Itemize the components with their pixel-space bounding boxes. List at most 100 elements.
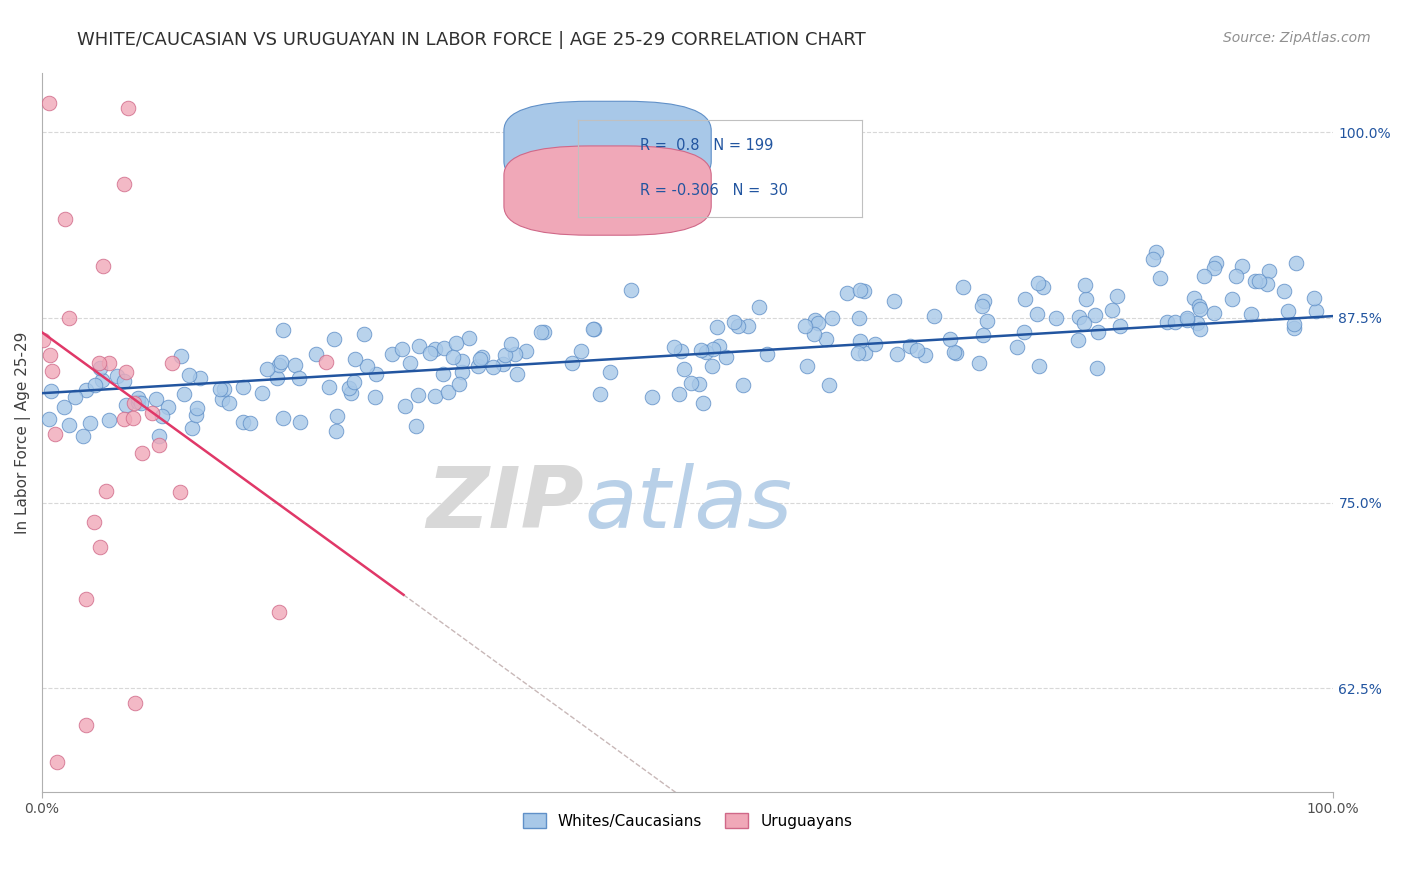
Point xyxy=(700,359,723,373)
Point xyxy=(863,337,886,351)
Point xyxy=(451,365,474,379)
Point xyxy=(835,285,858,300)
Point xyxy=(366,367,388,381)
Point xyxy=(127,391,149,405)
Point xyxy=(405,419,427,434)
Point xyxy=(52,401,75,415)
Point xyxy=(731,378,754,392)
Point xyxy=(640,390,662,404)
Point xyxy=(1066,333,1088,347)
Point xyxy=(318,380,340,394)
Point xyxy=(967,356,990,370)
Point xyxy=(270,354,292,368)
Point xyxy=(58,418,80,433)
Point xyxy=(432,367,454,381)
Point xyxy=(848,311,870,326)
Point xyxy=(1073,316,1095,330)
Point xyxy=(72,429,94,443)
Point xyxy=(1189,301,1212,316)
Point xyxy=(886,347,908,361)
Point xyxy=(89,361,111,376)
Point xyxy=(796,359,818,374)
Legend: Whites/Caucasians, Uruguayans: Whites/Caucasians, Uruguayans xyxy=(516,806,858,835)
Point xyxy=(1163,315,1185,329)
Point xyxy=(91,259,114,273)
Point xyxy=(112,177,135,191)
Point xyxy=(343,375,366,389)
Point xyxy=(425,342,447,356)
Point xyxy=(1249,274,1271,288)
Point xyxy=(127,394,149,409)
Point xyxy=(1272,285,1295,299)
Text: Source: ZipAtlas.com: Source: ZipAtlas.com xyxy=(1223,31,1371,45)
Point xyxy=(75,718,97,732)
Point xyxy=(821,311,844,326)
Point xyxy=(1101,302,1123,317)
Point xyxy=(1182,291,1205,305)
Point xyxy=(150,409,173,423)
Point xyxy=(450,354,472,368)
Point xyxy=(709,339,731,353)
Point xyxy=(177,368,200,382)
Point xyxy=(748,301,770,315)
Point xyxy=(323,333,346,347)
Point xyxy=(1205,255,1227,269)
Point xyxy=(208,382,231,396)
Point xyxy=(972,328,994,343)
Point xyxy=(343,351,366,366)
Point xyxy=(1074,292,1097,306)
Point xyxy=(588,387,610,401)
Point xyxy=(39,384,62,399)
Point xyxy=(1074,277,1097,292)
Point xyxy=(1087,325,1109,339)
Point xyxy=(115,398,138,412)
Point xyxy=(905,343,928,357)
Point xyxy=(1188,322,1211,336)
Text: WHITE/CAUCASIAN VS URUGUAYAN IN LABOR FORCE | AGE 25-29 CORRELATION CHART: WHITE/CAUCASIAN VS URUGUAYAN IN LABOR FO… xyxy=(77,31,866,49)
Point xyxy=(173,386,195,401)
Point xyxy=(212,382,235,396)
Point xyxy=(441,350,464,364)
Point xyxy=(943,344,966,359)
Point xyxy=(620,283,643,297)
Point xyxy=(186,408,208,422)
Point xyxy=(1243,273,1265,287)
Point xyxy=(91,372,114,386)
Point xyxy=(804,313,827,327)
Point xyxy=(848,334,870,348)
Point xyxy=(131,446,153,460)
Point xyxy=(1202,305,1225,319)
Point xyxy=(672,361,695,376)
Point xyxy=(1014,293,1036,307)
Point xyxy=(406,388,429,402)
Point xyxy=(271,410,294,425)
Point xyxy=(471,350,494,364)
Point xyxy=(668,386,690,401)
Point xyxy=(38,95,60,110)
Point xyxy=(141,406,163,420)
Point xyxy=(232,415,254,429)
Point xyxy=(353,327,375,342)
Point xyxy=(755,346,778,360)
Point xyxy=(945,346,967,360)
Point xyxy=(423,389,446,403)
Point xyxy=(170,349,193,363)
Point xyxy=(58,311,80,326)
Point xyxy=(569,344,592,359)
Point xyxy=(494,348,516,362)
Point xyxy=(75,592,97,607)
Point xyxy=(883,293,905,308)
Point xyxy=(1194,268,1216,283)
Point xyxy=(922,309,945,323)
Point xyxy=(970,299,993,313)
Point xyxy=(533,325,555,339)
Point xyxy=(1149,271,1171,285)
Point xyxy=(271,322,294,336)
Point xyxy=(1225,268,1247,283)
Point xyxy=(458,331,481,345)
Point xyxy=(727,318,749,333)
Point xyxy=(1026,307,1049,321)
Point xyxy=(679,376,702,390)
Point xyxy=(315,355,337,369)
Point xyxy=(506,368,529,382)
